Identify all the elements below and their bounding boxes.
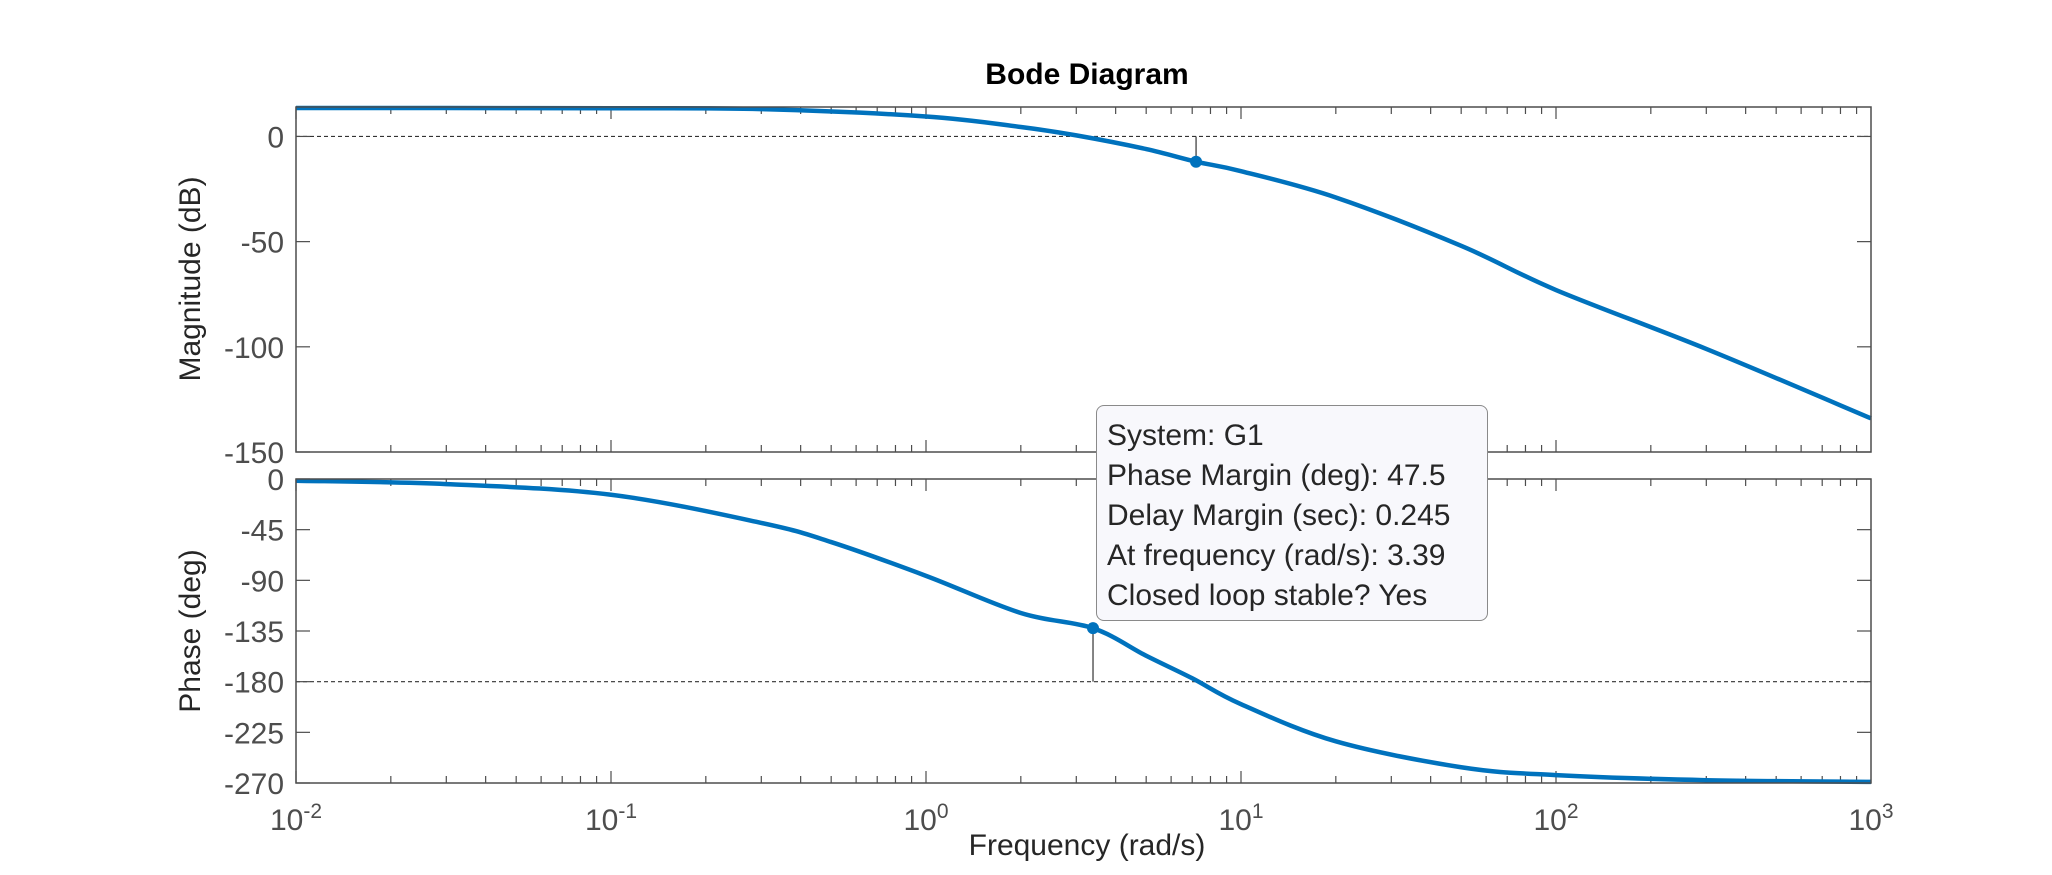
magnitude-y-tick-label: -50 [241, 227, 284, 260]
magnitude-y-ticks: 0 -50 -100 -150 [224, 121, 1871, 470]
x-tick-label: 101 [1218, 800, 1263, 837]
x-tick-label: 103 [1848, 800, 1893, 837]
magnitude-y-tick-label: 0 [267, 121, 284, 154]
magnitude-plot: 0 -50 -100 -150 Magnitude (dB) [174, 105, 1872, 470]
phase-axes-box [295, 478, 1872, 784]
chart-title: Bode Diagram [985, 58, 1188, 91]
x-axis-label: Frequency (rad/s) [969, 829, 1206, 862]
x-tick-label: 102 [1533, 800, 1578, 837]
datatip-delay-margin: Delay Margin (sec): 0.245 [1107, 499, 1451, 532]
phase-minor-ticks [295, 479, 1858, 783]
magnitude-y-label: Magnitude (dB) [174, 176, 207, 381]
phase-y-tick-label: -270 [224, 768, 284, 801]
datatip-stability: Closed loop stable? Yes [1107, 579, 1428, 612]
x-axis-ticks: 10-2 10-1 100 101 102 103 [270, 800, 1894, 837]
datatip-phase-margin: Phase Margin (deg): 47.5 [1107, 459, 1446, 492]
magnitude-minor-ticks [295, 107, 1858, 452]
phase-y-tick-label: -225 [224, 717, 284, 750]
phase-marker[interactable] [1087, 622, 1100, 635]
phase-y-tick-label: -90 [241, 565, 284, 598]
x-tick-label: 100 [903, 800, 948, 837]
phase-plot: 0 -45 -90 -135 -180 -225 -270 Phase (deg) [174, 464, 1872, 801]
datatip-system: System: G1 [1107, 419, 1264, 452]
x-tick-label: 10-1 [585, 800, 637, 837]
magnitude-y-tick-label: -150 [224, 437, 284, 470]
x-tick-label: 10-2 [270, 800, 322, 837]
phase-y-tick-label: -135 [224, 616, 284, 649]
phase-y-label: Phase (deg) [174, 549, 207, 712]
magnitude-y-tick-label: -100 [224, 332, 284, 365]
phase-y-tick-label: 0 [267, 464, 284, 497]
phase-curve [295, 478, 1872, 785]
stability-datatip[interactable]: System: G1 Phase Margin (deg): 47.5 Dela… [1096, 405, 1488, 621]
phase-y-ticks: 0 -45 -90 -135 -180 -225 -270 [224, 464, 1871, 801]
phase-y-tick-label: -180 [224, 667, 284, 700]
magnitude-curve [295, 105, 1872, 421]
datatip-frequency: At frequency (rad/s): 3.39 [1107, 539, 1446, 572]
phase-y-tick-label: -45 [241, 515, 284, 548]
magnitude-marker[interactable] [1190, 155, 1203, 168]
magnitude-axes-box [295, 106, 1872, 453]
